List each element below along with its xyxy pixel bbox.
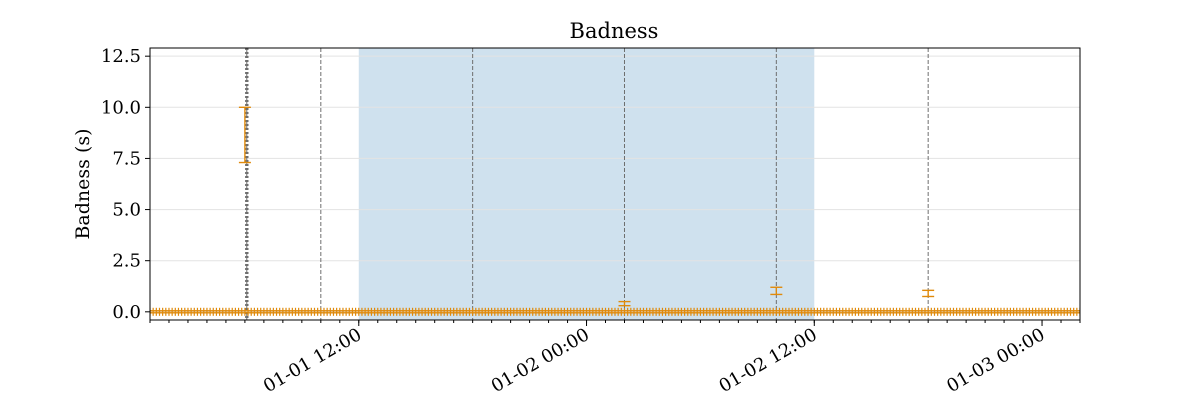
y-tick-label-2: 5.0 xyxy=(112,200,141,221)
x-tick-label-2: 01-02 12:00 xyxy=(715,324,820,397)
error-bar-2 xyxy=(770,286,783,296)
x-tick-label-0: 01-01 12:00 xyxy=(260,324,365,397)
x-tick-label-1: 01-02 00:00 xyxy=(488,324,593,397)
y-tick-label-3: 7.5 xyxy=(112,148,141,169)
baseline-series xyxy=(150,307,1080,316)
chart-title: Badness xyxy=(570,19,659,43)
y-tick-label-4: 10.0 xyxy=(101,97,141,118)
plot-inner xyxy=(150,48,1080,320)
y-tick-label-0: 0.0 xyxy=(112,302,141,323)
plot-frame xyxy=(149,47,1081,321)
plot-area: 0.0 2.5 5.0 7.5 10.0 12.5 01-01 12:00 01-02 00:… xyxy=(101,46,1081,397)
y-tick-label-5: 12.5 xyxy=(101,46,141,67)
shaded-span xyxy=(358,48,815,320)
y-tick-label-1: 2.5 xyxy=(112,251,141,272)
error-bar-1 xyxy=(618,300,631,307)
error-bar-0 xyxy=(238,106,251,164)
error-bar-3 xyxy=(922,289,935,298)
x-tick-label-3: 01-03 00:00 xyxy=(943,324,1048,397)
y-axis-label: Badness (s) xyxy=(72,128,94,239)
